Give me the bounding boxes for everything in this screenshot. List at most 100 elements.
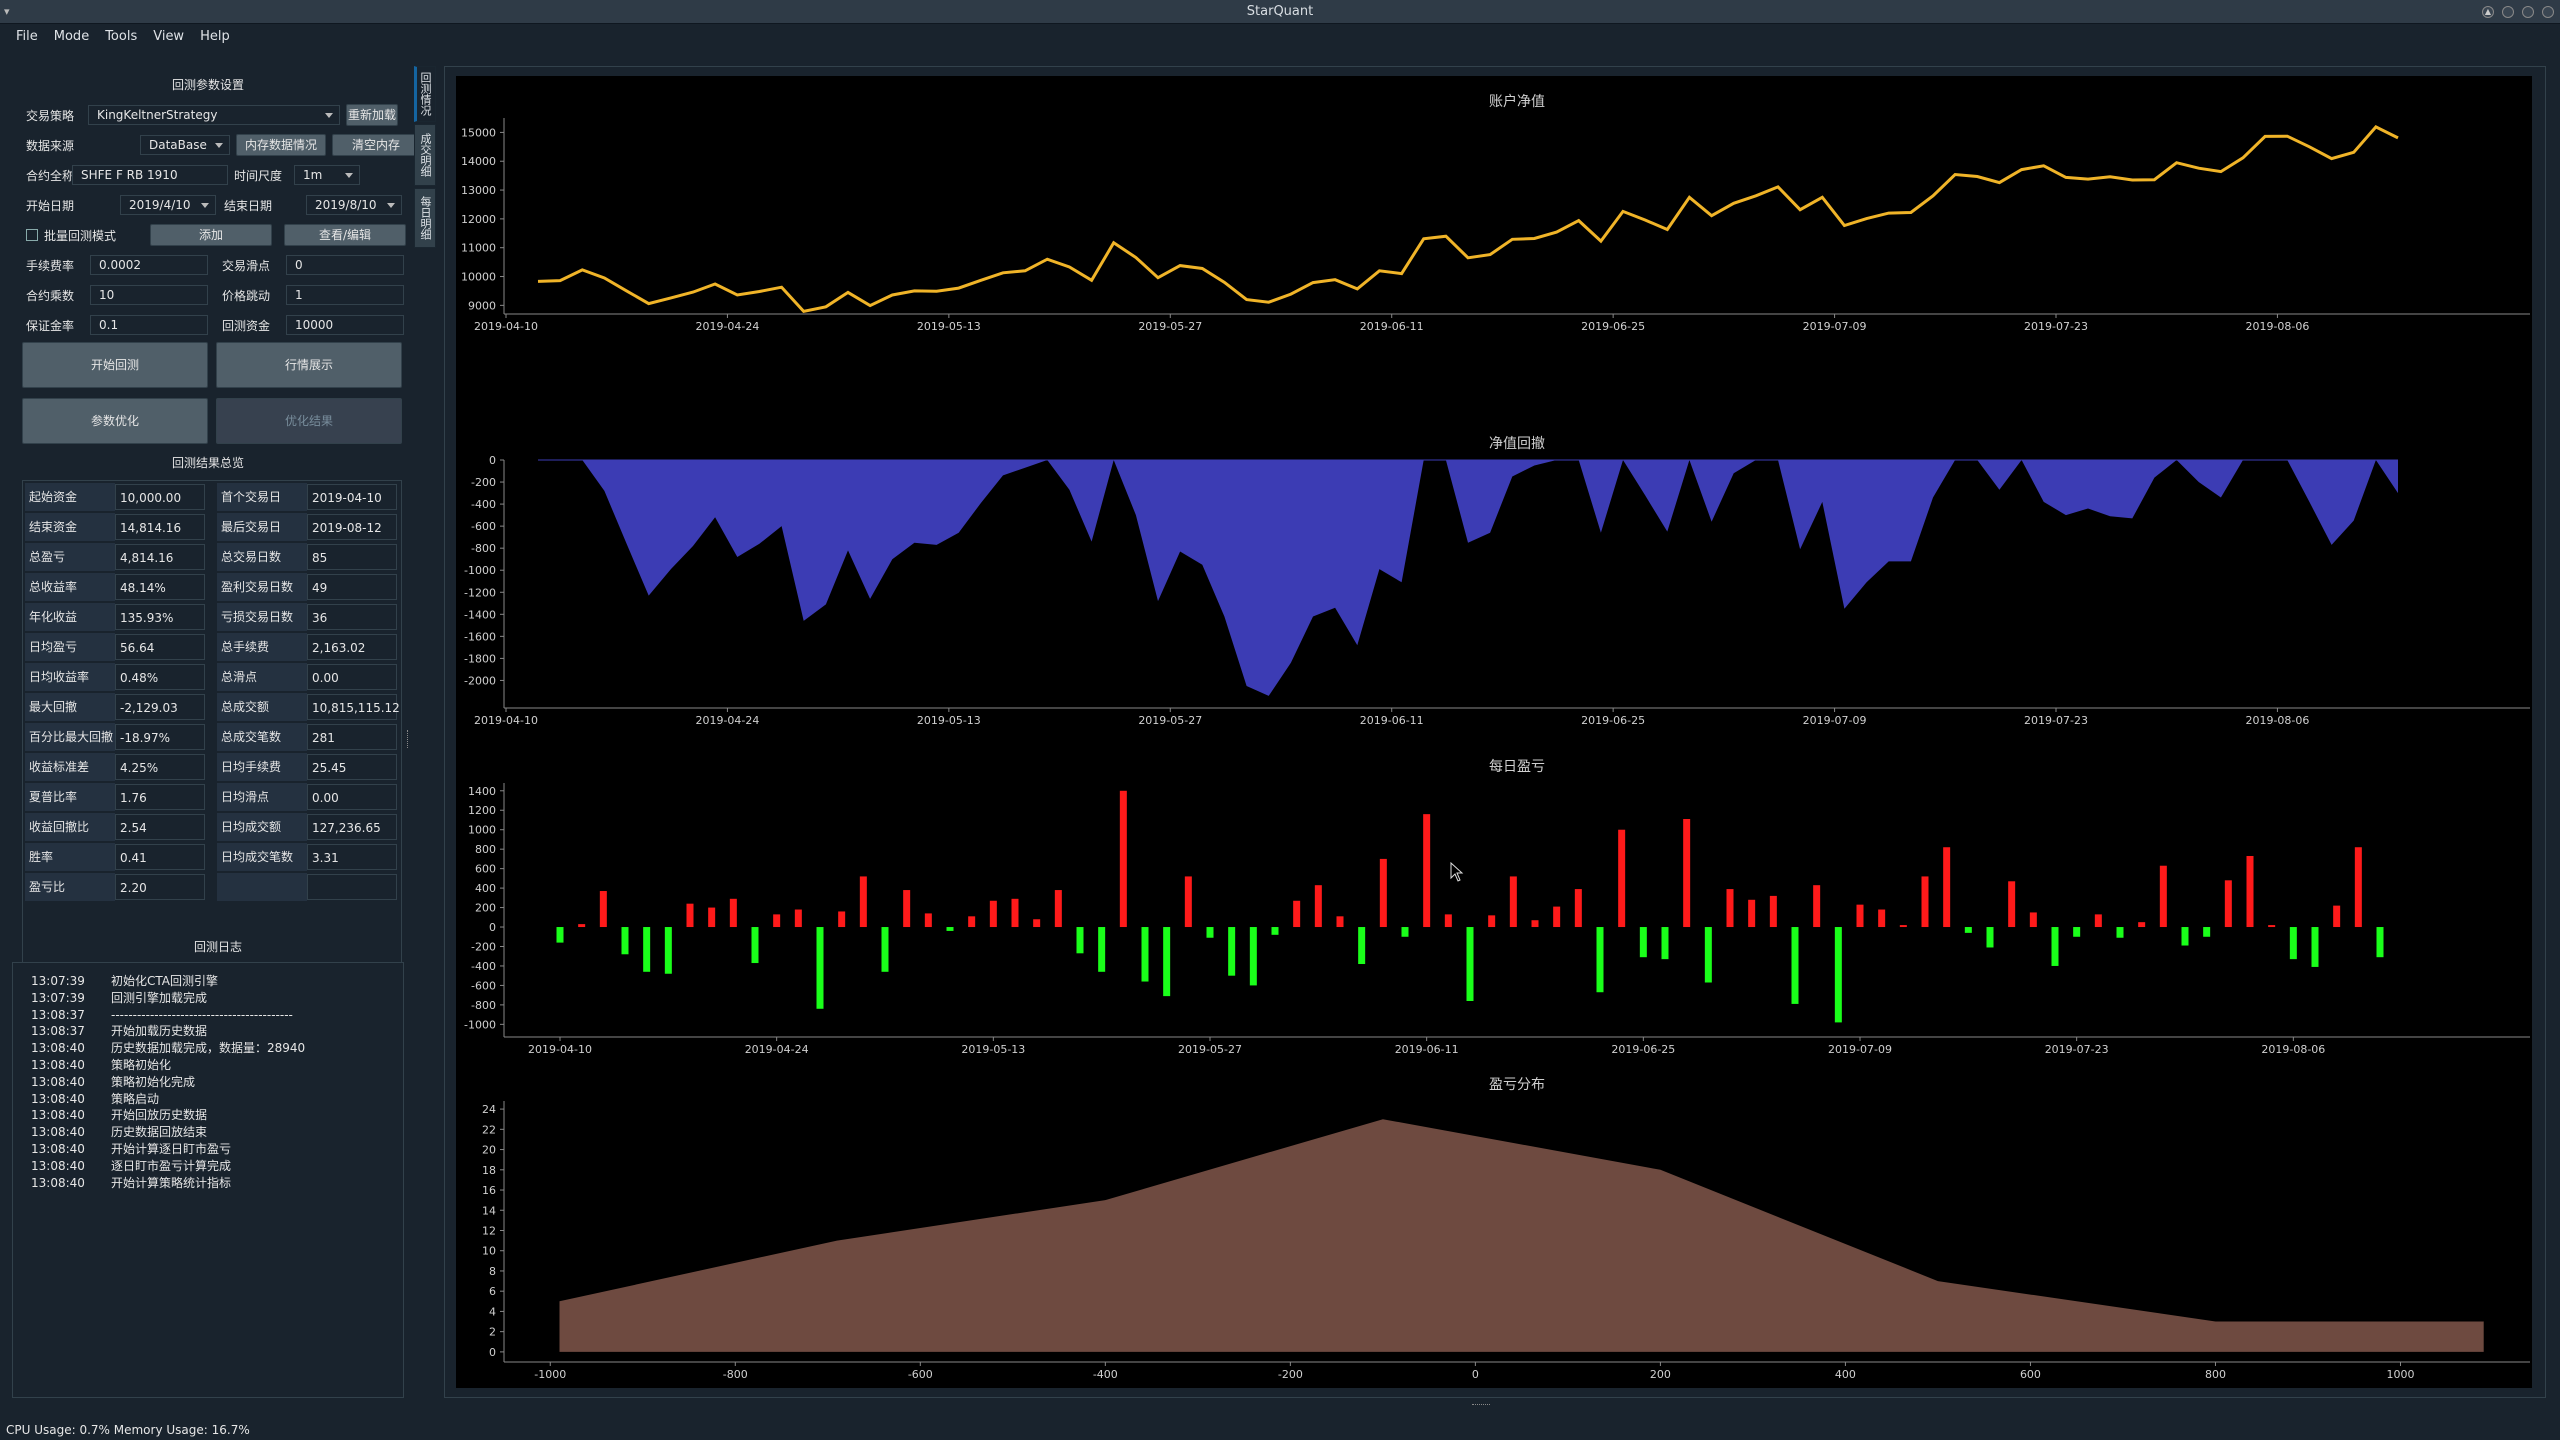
minimize-icon[interactable] [2502, 6, 2514, 18]
daily-pnl-bar [1574, 889, 1582, 928]
menu-tools[interactable]: Tools [105, 29, 138, 44]
y-tick-label: -1000 [464, 564, 496, 577]
x-tick-label: 2019-07-23 [2024, 714, 2088, 727]
daily-pnl-bar [1444, 914, 1452, 928]
daily-pnl-bar [686, 903, 694, 928]
y-tick-label: 9000 [468, 299, 496, 312]
daily-pnl-bar [1423, 814, 1431, 928]
tab-trade-details[interactable]: 成交明细 [414, 124, 436, 186]
x-tick-label: 2019-08-06 [2261, 1043, 2325, 1056]
x-tick-label: 2019-06-11 [1360, 320, 1424, 333]
y-tick-label: -1200 [464, 586, 496, 599]
x-tick-label: 2019-04-24 [745, 1043, 809, 1056]
contract-input[interactable]: SHFE F RB 1910 [72, 165, 228, 185]
optimize-button[interactable]: 参数优化 [22, 398, 208, 444]
log-line: 13:08:40 历史数据加载完成，数据量：28940 [31, 1040, 403, 1057]
daily-pnl-bar [751, 927, 759, 964]
stat-row: 日均成交笔数 3.31 [217, 843, 397, 871]
end-date-picker[interactable]: 2019/8/10 [306, 195, 402, 215]
stat-value: 3.31 [307, 844, 397, 870]
timescale-select[interactable]: 1m [294, 165, 360, 185]
daily-pnl-bar [2224, 880, 2232, 928]
menu-help[interactable]: Help [200, 29, 230, 44]
tab-daily-details[interactable]: 每日明细 [414, 188, 436, 248]
log-message: 回测引擎加载完成 [111, 990, 208, 1005]
memory-data-button[interactable]: 内存数据情况 [236, 134, 326, 156]
strategy-select[interactable]: KingKeltnerStrategy [88, 105, 340, 125]
window-titlebar: ▾ StarQuant ▲ [0, 0, 2560, 24]
x-tick-label: 2019-04-10 [474, 320, 538, 333]
daily-pnl-bar [664, 927, 672, 974]
reload-button[interactable]: 重新加载 [346, 104, 398, 126]
start-date-picker[interactable]: 2019/4/10 [120, 195, 216, 215]
log-line: 13:08:37 --------------------------------… [31, 1007, 403, 1024]
stat-value: 36 [307, 604, 397, 630]
y-tick-label: 0 [489, 921, 496, 934]
menu-file[interactable]: File [16, 29, 38, 44]
stat-value: 10,815,115.12 [307, 694, 400, 720]
stat-value: 1.76 [115, 784, 205, 810]
bottom-splitter-handle[interactable] [1472, 1404, 1490, 1408]
y-tick-label: 200 [475, 902, 496, 915]
menu-view[interactable]: View [153, 29, 185, 44]
stat-key: 日均滑点 [217, 783, 307, 811]
view-edit-button[interactable]: 查看/编辑 [284, 224, 406, 246]
tab-backtest-overview[interactable]: 回测情况 [414, 66, 436, 122]
datasource-label: 数据来源 [26, 138, 75, 153]
maximize-icon[interactable] [2522, 6, 2534, 18]
stat-key: 日均成交额 [217, 813, 307, 841]
x-tick-label: 800 [2205, 1368, 2226, 1381]
stat-value: 14,814.16 [115, 514, 205, 540]
stat-row: 亏损交易日数 36 [217, 603, 397, 631]
chart-title: 每日盈亏 [1489, 759, 1545, 775]
daily-pnl-bar [1813, 885, 1821, 928]
stat-value: -18.97% [115, 724, 205, 750]
log-message: 策略初始化完成 [111, 1074, 196, 1089]
slippage-input[interactable]: 0 [286, 255, 404, 275]
start-backtest-button[interactable]: 开始回测 [22, 342, 208, 388]
daily-pnl-bar [881, 927, 889, 972]
log-time: 13:08:40 [31, 1108, 85, 1123]
y-tick-label: 12000 [461, 213, 496, 226]
batch-mode-checkbox[interactable] [26, 229, 38, 241]
menu-mode[interactable]: Mode [53, 29, 90, 44]
stat-key: 日均盈亏 [25, 633, 115, 661]
daily-pnl-bar [2029, 912, 2037, 928]
daily-pnl-bar [1293, 900, 1301, 928]
log-panel[interactable]: 13:07:39 初始化CTA回测引擎 13:07:39 回测引擎加载完成 13:08:… [12, 962, 404, 1398]
daily-pnl-bar [729, 898, 737, 928]
y-tick-label: -400 [471, 960, 496, 973]
daily-pnl-bar [1184, 876, 1192, 928]
stat-value: 2019-04-10 [307, 484, 397, 510]
x-tick-label: 2019-04-24 [695, 714, 759, 727]
x-tick-label: 200 [1650, 1368, 1671, 1381]
margin-input[interactable]: 0.1 [90, 315, 208, 335]
stat-key: 总成交额 [217, 693, 307, 721]
splitter-handle[interactable] [407, 730, 411, 748]
add-button[interactable]: 添加 [150, 224, 272, 246]
daily-pnl-bar [1661, 927, 1669, 960]
stat-row: 夏普比率 1.76 [25, 783, 205, 811]
daily-pnl-bar [989, 900, 997, 928]
clear-memory-button[interactable]: 清空内存 [332, 134, 420, 156]
keep-above-icon[interactable]: ▲ [2482, 6, 2494, 18]
fee-input[interactable]: 0.0002 [90, 255, 208, 275]
pricetick-input[interactable]: 1 [286, 285, 404, 305]
charts-svg: 账户净值900010000110001200013000140001500020… [461, 93, 2530, 1381]
stat-key: 起始资金 [25, 483, 115, 511]
stat-row [217, 873, 397, 901]
datasource-select[interactable]: DataBase [140, 135, 230, 155]
daily-pnl-bar [2159, 865, 2167, 928]
capital-input[interactable]: 10000 [286, 315, 404, 335]
stat-value: 0.48% [115, 664, 205, 690]
stat-row: 首个交易日 2019-04-10 [217, 483, 397, 511]
daily-pnl-bar [2051, 927, 2059, 966]
stat-key: 日均成交笔数 [217, 843, 307, 871]
close-icon[interactable] [2542, 6, 2554, 18]
y-tick-label: 13000 [461, 184, 496, 197]
size-input[interactable]: 10 [90, 285, 208, 305]
market-display-button[interactable]: 行情展示 [216, 342, 402, 388]
window-menu-icon[interactable]: ▾ [4, 5, 10, 18]
daily-pnl-bar [1986, 927, 1994, 948]
stat-value: 2.20 [115, 874, 205, 900]
